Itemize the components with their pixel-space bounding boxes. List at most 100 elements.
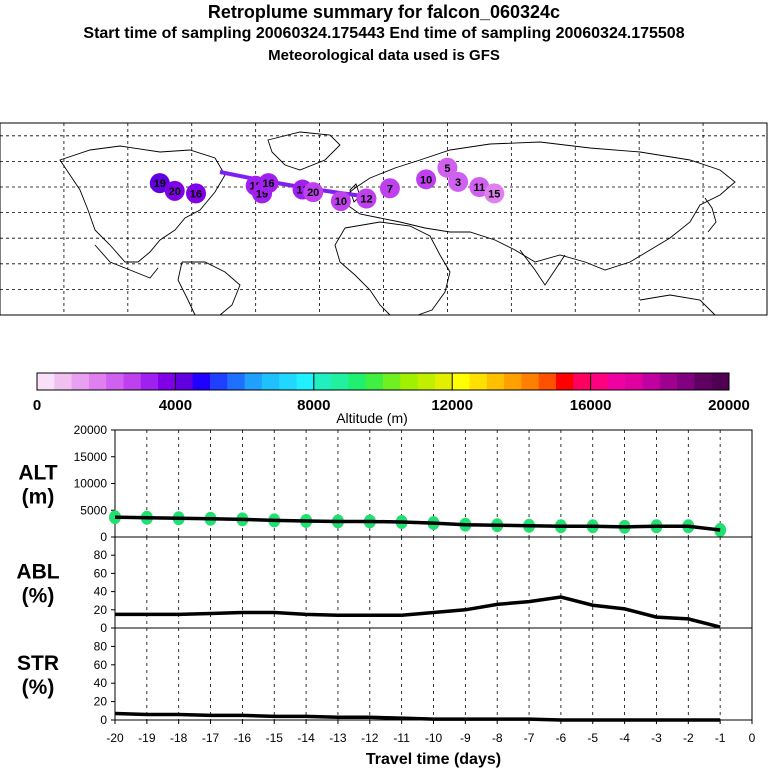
x-tick-label: -11 — [393, 731, 410, 745]
x-tick-label: -17 — [202, 731, 220, 745]
plume-point — [149, 173, 170, 194]
x-tick-label: -18 — [170, 731, 188, 745]
colorbar-swatch — [590, 373, 609, 390]
plume-point-label: 7 — [387, 183, 393, 195]
colorbar-swatch — [123, 373, 142, 390]
colorbar-swatch — [210, 373, 228, 390]
plume-point — [356, 188, 377, 209]
colorbar-tick-label: 0 — [33, 397, 41, 414]
y-tick-label: 40 — [94, 676, 108, 690]
x-tick-label: -19 — [138, 731, 156, 745]
plume-point-label: 12 — [360, 194, 372, 206]
y-tick-label: 80 — [94, 639, 108, 653]
plume-point-label: 16 — [190, 188, 202, 200]
panel-label: ALT — [18, 462, 57, 485]
colorbar-swatch — [521, 373, 540, 390]
plume-point-label: 5 — [444, 163, 450, 175]
colorbar-swatch — [348, 373, 367, 390]
colorbar-swatch — [400, 373, 419, 390]
colorbar-swatch — [659, 373, 678, 390]
series-line — [114, 711, 721, 722]
x-tick-label: -1 — [715, 731, 726, 745]
sampling-time-line: Start time of sampling 20060324.175443 E… — [83, 25, 685, 42]
x-tick-label: -9 — [460, 731, 471, 745]
colorbar-swatch — [331, 373, 349, 390]
retroplume-points: 19201618191613201012710511315 — [149, 157, 505, 212]
colorbar-swatch — [140, 373, 159, 390]
x-tick-label: -13 — [329, 731, 347, 745]
plume-point-label: 15 — [488, 188, 500, 200]
colorbar-swatch — [175, 373, 194, 390]
plume-point — [484, 183, 505, 204]
colorbar-tick-label: 20000 — [708, 397, 750, 414]
x-tick-label: -14 — [297, 731, 315, 745]
x-tick-label: -20 — [106, 731, 124, 745]
colorbar-tick-label: 12000 — [431, 397, 473, 414]
colorbar-swatch — [261, 373, 280, 390]
colorbar-swatch — [486, 373, 505, 390]
colorbar-swatch — [452, 373, 470, 390]
colorbar-swatch — [625, 373, 643, 390]
plume-point — [437, 157, 458, 178]
plume-point-label: 20 — [307, 187, 319, 199]
colorbar-swatch — [469, 373, 488, 390]
met-data-line: Meteorological data used is GFS — [268, 47, 500, 64]
colorbar-swatch — [71, 373, 90, 390]
x-tick-label: -7 — [524, 731, 535, 745]
colorbar-swatch — [694, 373, 713, 390]
y-tick-label: 20 — [94, 603, 108, 617]
coastlines — [59, 131, 736, 316]
x-tick-label: -15 — [266, 731, 284, 745]
y-tick-label: 5000 — [80, 503, 107, 517]
y-tick-label: 0 — [100, 621, 107, 635]
plume-point — [469, 177, 490, 197]
time-series-panels: 05000100001500020000ALT(m)020406080ABL(%… — [16, 423, 755, 768]
colorbar-tick-label: 8000 — [297, 397, 330, 414]
colorbar-swatch — [106, 373, 124, 390]
y-tick-label: 15000 — [74, 450, 108, 464]
altitude-colorbar: 0 4000 8000 12000 16000 20000 — [33, 372, 750, 414]
plume-point-label: 10 — [335, 196, 347, 208]
plume-point — [379, 178, 400, 199]
colorbar-swatch — [54, 373, 73, 390]
colorbar-swatch — [227, 373, 246, 390]
map-gridlines — [0, 123, 768, 316]
plume-point-label: 16 — [262, 178, 274, 190]
colorbar-tick-label: 4000 — [159, 397, 192, 414]
colorbar-swatch — [642, 373, 661, 390]
plume-point — [258, 173, 279, 194]
colorbar-swatch — [279, 373, 297, 390]
colorbar-swatch — [158, 373, 176, 390]
panel-unit: (%) — [22, 585, 55, 608]
panel-unit: (m) — [22, 486, 55, 509]
plume-point-label: 20 — [169, 186, 181, 198]
colorbar-swatch — [313, 373, 332, 390]
y-tick-label: 40 — [94, 585, 108, 599]
colorbar-swatch — [296, 373, 315, 390]
plume-point — [186, 183, 207, 204]
x-axis-label: Travel time (days) — [366, 751, 501, 768]
colorbar-tick-label: 16000 — [570, 397, 612, 414]
panel-unit: (%) — [22, 676, 55, 699]
plume-point — [303, 182, 324, 203]
colorbar-swatch — [244, 373, 263, 390]
y-tick-label: 20 — [94, 695, 108, 709]
plume-point-label: 11 — [474, 182, 486, 194]
x-tick-label: -8 — [492, 731, 503, 745]
x-tick-label: 0 — [749, 731, 756, 745]
colorbar-swatch — [711, 373, 730, 390]
x-tick-label: -10 — [425, 731, 443, 745]
plume-point-label: 3 — [455, 177, 461, 189]
colorbar-swatch — [677, 373, 695, 390]
plot-title: Retroplume summary for falcon_060324c — [207, 2, 561, 22]
plume-point-label: 10 — [420, 174, 432, 186]
colorbar-swatch — [504, 373, 522, 390]
x-tick-label: -12 — [361, 731, 379, 745]
colorbar-swatch — [556, 373, 574, 390]
panel-label: STR — [17, 652, 59, 675]
colorbar-swatch — [538, 373, 557, 390]
colorbar-swatch — [573, 373, 592, 390]
y-tick-label: 60 — [94, 566, 108, 580]
panel-label: ABL — [16, 561, 59, 584]
y-tick-label: 0 — [100, 713, 107, 727]
